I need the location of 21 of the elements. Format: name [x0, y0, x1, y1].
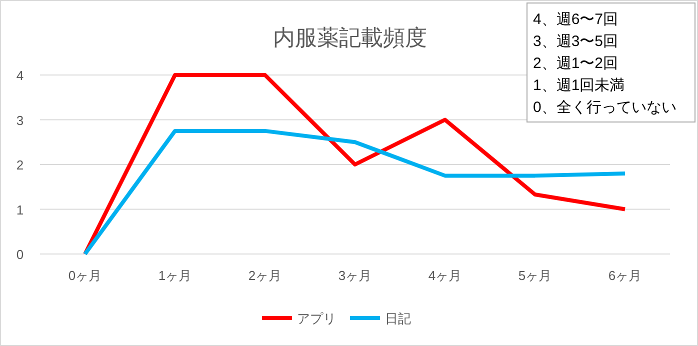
x-tick-label: 1ヶ月: [158, 268, 192, 283]
x-tick-label: 0ヶ月: [68, 268, 102, 283]
y-tick-label: 0: [16, 247, 24, 262]
annotation: 1、週1回未満: [533, 77, 625, 94]
y-tick-label: 1: [16, 202, 24, 218]
x-tick-label: 4ヶ月: [428, 268, 462, 283]
y-tick-label: 3: [16, 112, 24, 128]
text: 3、週3〜5回: [533, 33, 618, 50]
x-tick-label: 2ヶ月: [248, 268, 282, 283]
y-tick-label: 2: [16, 158, 24, 172]
text: 2、週1〜2回: [533, 55, 618, 72]
line-series: [83, 128, 627, 256]
x-tick-label: 6ヶ月: [608, 268, 642, 283]
y-tick-label: 4: [16, 68, 24, 83]
x-tick-label: 5ヶ月: [518, 268, 552, 283]
text: 4、週6〜7回: [533, 11, 618, 28]
legend-label: 日記: [385, 311, 411, 326]
chart-title: 内服薬記載頻度: [273, 25, 427, 50]
annotation: 0、全く行っていない: [533, 99, 676, 116]
legend-label: アプリ: [297, 311, 336, 326]
x-tick-label: 3ヶ月: [338, 268, 372, 283]
